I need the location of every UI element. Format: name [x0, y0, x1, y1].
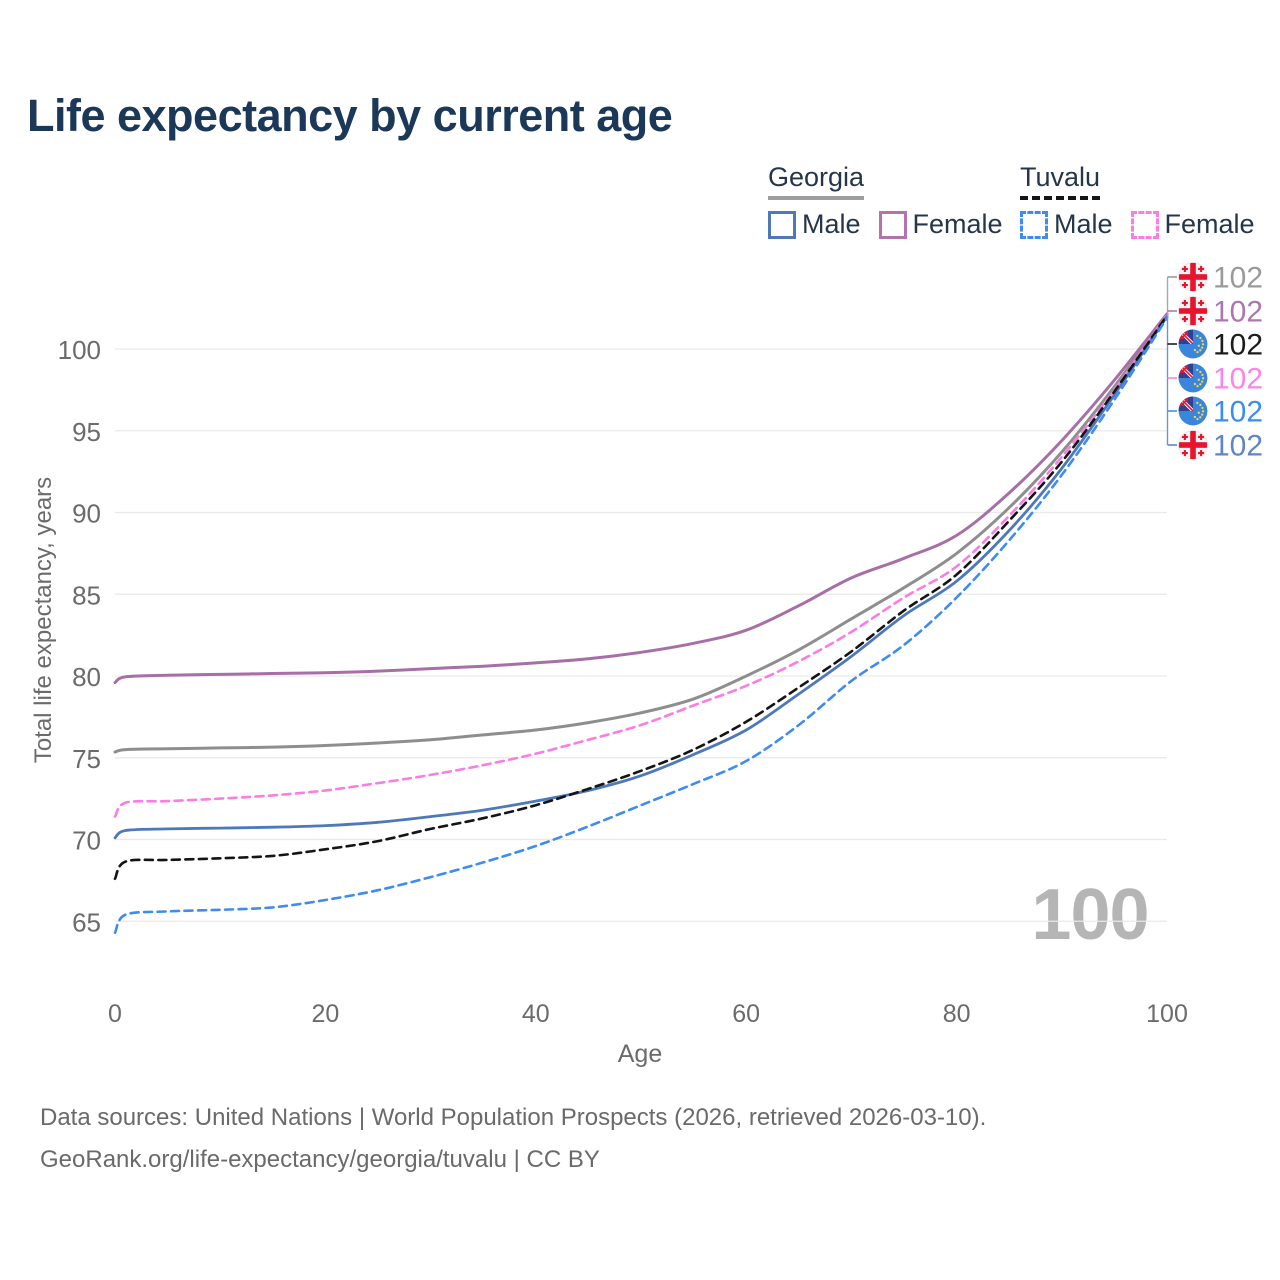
legend-group-georgia: Georgia Male Female	[768, 162, 1003, 240]
y-tick-label: 70	[72, 826, 101, 856]
series-line-georgia-both-sexes[interactable]	[113, 313, 1169, 754]
legend-item-georgia-female[interactable]: Female	[878, 209, 1003, 240]
end-value-label: 102	[1213, 329, 1263, 362]
x-tick-label: 100	[1146, 1000, 1188, 1028]
series-line-georgia-male[interactable]	[113, 314, 1169, 840]
x-tick-label: 80	[943, 1000, 971, 1028]
y-tick-label: 80	[72, 662, 101, 692]
legend-item-tuvalu-male[interactable]: Male	[1020, 209, 1113, 240]
series-line-tuvalu-male[interactable]	[113, 316, 1169, 934]
tuvalu-flag-icon	[1178, 363, 1208, 393]
end-value-label: 102	[1213, 396, 1263, 429]
y-tick-label: 85	[72, 580, 101, 610]
georgia-flag-icon	[1178, 296, 1208, 326]
legend-item-tuvalu-female[interactable]: Female	[1130, 209, 1255, 240]
y-tick-label: 95	[72, 417, 101, 447]
y-tick-label: 65	[72, 907, 101, 937]
georgia-male-swatch	[768, 210, 796, 239]
legend-item-label: Male	[1054, 209, 1113, 239]
y-tick-label: 90	[72, 499, 101, 529]
legend-item-georgia-male[interactable]: Male	[768, 209, 861, 240]
end-value-label: 102	[1213, 363, 1263, 396]
legend-item-label: Female	[912, 209, 1003, 239]
y-tick-label: 100	[58, 335, 101, 365]
series-line-georgia-female[interactable]	[113, 312, 1169, 685]
x-tick-label: 60	[732, 1000, 760, 1028]
y-tick-label: 75	[72, 744, 101, 774]
tuvalu-flag-icon	[1178, 329, 1208, 359]
x-tick-label: 0	[108, 1000, 122, 1028]
tuvalu-male-swatch	[1020, 210, 1048, 239]
series-line-tuvalu-female[interactable]	[113, 313, 1169, 818]
legend-item-label: Male	[802, 209, 861, 239]
tuvalu-flag-icon	[1178, 396, 1208, 426]
footer-attribution: GeoRank.org/life-expectancy/georgia/tuva…	[40, 1146, 600, 1173]
legend-item-label: Female	[1164, 209, 1255, 239]
tuvalu-female-swatch	[1130, 210, 1159, 239]
page-title: Life expectancy by current age	[27, 90, 673, 141]
series-line-tuvalu-both-sexes[interactable]	[113, 314, 1169, 881]
end-value-label: 102	[1213, 296, 1263, 329]
footer-data-sources: Data sources: United Nations | World Pop…	[40, 1104, 987, 1131]
georgia-flag-icon	[1178, 430, 1208, 460]
georgia-flag-icon	[1178, 262, 1208, 292]
legend-header-georgia[interactable]: Georgia	[768, 162, 865, 200]
age-watermark: 100	[1031, 875, 1149, 955]
x-tick-label: 20	[311, 1000, 339, 1028]
end-value-label: 102	[1213, 262, 1263, 295]
x-axis-title: Age	[617, 1040, 663, 1068]
georgia-female-swatch	[878, 210, 907, 239]
legend-header-tuvalu[interactable]: Tuvalu	[1020, 162, 1101, 200]
end-value-label: 102	[1213, 430, 1263, 463]
legend-group-tuvalu: Tuvalu Male Female	[1020, 162, 1255, 240]
x-tick-label: 40	[522, 1000, 550, 1028]
